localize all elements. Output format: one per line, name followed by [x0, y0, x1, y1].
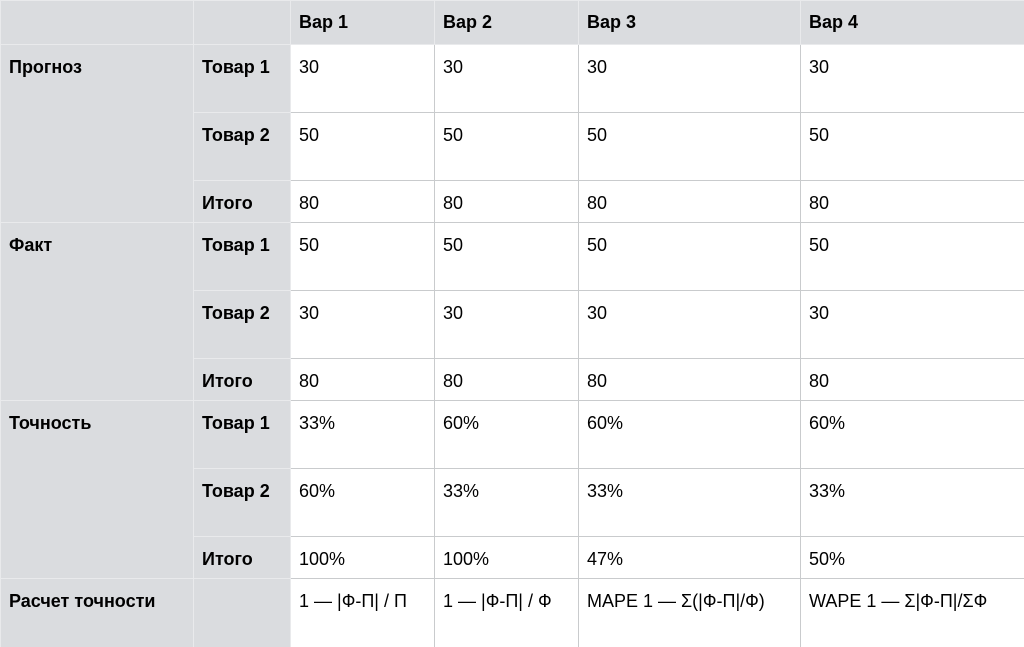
- row-label: Товар 2: [193, 290, 291, 359]
- column-header: Вар 4: [800, 0, 1024, 45]
- value-cell: 100%: [290, 536, 435, 579]
- column-header: Вар 1: [290, 0, 435, 45]
- value-cell: 80: [578, 358, 801, 401]
- value-cell: 50: [578, 112, 801, 181]
- value-cell: 30: [434, 290, 579, 359]
- row-label: Товар 1: [193, 222, 291, 291]
- value-cell: 50: [290, 222, 435, 291]
- value-cell: 33%: [800, 468, 1024, 537]
- row-label: Товар 1: [193, 44, 291, 113]
- value-cell: 30: [290, 290, 435, 359]
- column-header: Вар 3: [578, 0, 801, 45]
- data-row: Прогноз Товар 1 30 30 30 30: [0, 44, 1024, 223]
- value-cell: 30: [800, 290, 1024, 359]
- row-label: Товар 2: [193, 112, 291, 181]
- value-cell: 33%: [578, 468, 801, 537]
- value-cell: 80: [800, 180, 1024, 223]
- group-label: Факт: [0, 222, 194, 401]
- value-cell: 80: [434, 180, 579, 223]
- group-label: Расчет точности: [0, 578, 194, 647]
- row-label: Итого: [193, 358, 291, 401]
- value-cell: 33%: [434, 468, 579, 537]
- data-row: Точность Товар 1 33% 60% 60% 60%: [0, 400, 1024, 579]
- value-cell: 30: [434, 44, 579, 113]
- value-cell: 50: [290, 112, 435, 181]
- corner-cell: [193, 0, 291, 45]
- data-row: Итого 80 80 80 80: [1, 358, 1024, 401]
- corner-cell: [0, 0, 194, 45]
- data-row: Товар 2 30 30 30 30: [1, 290, 1024, 359]
- value-cell: 50: [800, 222, 1024, 291]
- formula-cell: MAPE 1 — Σ(|Ф-П|/Ф): [578, 578, 801, 647]
- value-cell: 50: [800, 112, 1024, 181]
- value-cell: 50: [434, 112, 579, 181]
- value-cell: 80: [290, 358, 435, 401]
- row-label: Товар 2: [193, 468, 291, 537]
- row-label: Товар 1: [193, 400, 291, 469]
- data-row: Товар 2 60% 33% 33% 33%: [1, 468, 1024, 537]
- data-row: Итого 80 80 80 80: [1, 180, 1024, 223]
- value-cell: 80: [434, 358, 579, 401]
- formula-cell: 1 — |Ф-П| / Ф: [434, 578, 579, 647]
- value-cell: 47%: [578, 536, 801, 579]
- data-row: Факт Товар 1 50 50 50 50: [0, 222, 1024, 401]
- value-cell: 80: [578, 180, 801, 223]
- value-cell: 60%: [800, 400, 1024, 469]
- column-header: Вар 2: [434, 0, 579, 45]
- value-cell: 60%: [290, 468, 435, 537]
- data-row: Товар 2 50 50 50 50: [1, 112, 1024, 181]
- group-label: Прогноз: [0, 44, 194, 223]
- row-label: [193, 578, 291, 647]
- value-cell: 60%: [578, 400, 801, 469]
- value-cell: 50: [434, 222, 579, 291]
- value-cell: 30: [290, 44, 435, 113]
- value-cell: 100%: [434, 536, 579, 579]
- formula-cell: 1 — |Ф-П| / П: [290, 578, 435, 647]
- value-cell: 30: [800, 44, 1024, 113]
- row-label: Итого: [193, 180, 291, 223]
- value-cell: 50: [578, 222, 801, 291]
- value-cell: 80: [800, 358, 1024, 401]
- formula-cell: WAPE 1 — Σ|Ф-П|/ΣФ: [800, 578, 1024, 647]
- value-cell: 33%: [290, 400, 435, 469]
- value-cell: 80: [290, 180, 435, 223]
- group-label: Точность: [0, 400, 194, 579]
- value-cell: 50%: [800, 536, 1024, 579]
- value-cell: 60%: [434, 400, 579, 469]
- data-row: Итого 100% 100% 47% 50%: [1, 536, 1024, 579]
- value-cell: 30: [578, 44, 801, 113]
- row-label: Итого: [193, 536, 291, 579]
- header-row: Вар 1 Вар 2 Вар 3 Вар 4: [0, 0, 1024, 45]
- value-cell: 30: [578, 290, 801, 359]
